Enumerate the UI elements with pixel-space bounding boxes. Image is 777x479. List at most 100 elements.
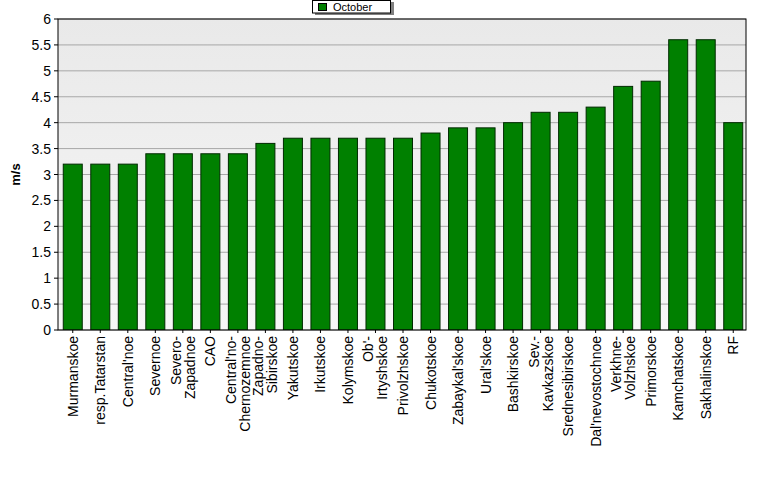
y-tick-label: 2	[43, 218, 51, 234]
legend-box	[313, 1, 391, 14]
x-tick-label: Privolzhskoe	[395, 336, 411, 416]
x-tick	[650, 330, 651, 333]
bar	[641, 81, 660, 330]
x-tick-label: Bashkirskoe	[505, 336, 521, 412]
y-tick	[54, 19, 58, 20]
y-tick-label: 1.5	[32, 244, 52, 260]
x-tick-label: CAO	[202, 336, 218, 366]
x-tick	[403, 330, 404, 333]
bar	[173, 154, 192, 330]
chart: 00.511.522.533.544.555.56Murmanskoeresp.…	[0, 0, 777, 479]
x-tick-label: Central'noe	[120, 336, 136, 407]
x-tick-label: Yakutskoe	[285, 336, 301, 401]
bars	[63, 40, 742, 330]
y-tick-label: 3.5	[32, 141, 52, 157]
y-tick	[54, 44, 58, 45]
x-tick	[458, 330, 459, 333]
bar	[531, 112, 550, 330]
y-tick	[54, 330, 58, 331]
x-tick-label: Verkhne-Volzhskoe	[608, 336, 638, 400]
bar	[118, 164, 137, 330]
x-tick-label: Zapadno-Sibirskoe	[250, 336, 280, 396]
plot-frame	[58, 19, 746, 330]
x-tick-label: Dal'nevostochnoe	[588, 336, 604, 447]
y-tick-label: 5.5	[32, 37, 52, 53]
x-tick	[733, 330, 734, 333]
x-tick	[623, 330, 624, 333]
x-tick	[568, 330, 569, 333]
x-tick	[292, 330, 293, 333]
x-tick-label: Chukotskoe	[423, 336, 439, 410]
x-tick	[678, 330, 679, 333]
x-tick	[72, 330, 73, 333]
y-tick	[54, 304, 58, 305]
y-tick-label: 3	[43, 167, 51, 183]
bar	[504, 123, 523, 330]
y-tick	[54, 226, 58, 227]
bar	[421, 133, 440, 330]
y-tick	[54, 200, 58, 201]
y-tick	[54, 96, 58, 97]
bar	[146, 154, 165, 330]
x-tick	[100, 330, 101, 333]
legend-swatch	[319, 4, 327, 11]
x-tick-label: RF	[725, 336, 741, 355]
x-tick	[705, 330, 706, 333]
x-tick-label: Irkutskoe	[312, 336, 328, 393]
x-tick-label: Zabaykal'skoe	[450, 336, 466, 425]
y-tick-label: 0.5	[32, 296, 52, 312]
x-tick-label: resp.Tatarstan	[92, 336, 108, 425]
y-tick-label: 1	[43, 270, 51, 286]
bar	[256, 143, 275, 330]
y-tick-label: 0	[43, 322, 51, 338]
y-tick	[54, 252, 58, 253]
grid-line	[58, 70, 746, 71]
bar	[91, 164, 110, 330]
bar	[338, 138, 357, 330]
y-axis-label: m/s	[8, 163, 23, 185]
y-tick	[54, 278, 58, 279]
bar	[696, 40, 715, 330]
x-tick	[540, 330, 541, 333]
bar	[449, 128, 468, 330]
x-tick	[375, 330, 376, 333]
bar	[394, 138, 413, 330]
bar	[669, 40, 688, 330]
x-tick-label: Central'no-Chernozemnoe	[223, 336, 253, 432]
x-tick	[513, 330, 514, 333]
grid-line	[58, 44, 746, 45]
legend: October	[313, 1, 395, 16]
x-tick-label: Kamchatskoe	[670, 336, 686, 421]
x-tick	[182, 330, 183, 333]
bar	[201, 154, 220, 330]
x-tick	[485, 330, 486, 333]
bar	[476, 128, 495, 330]
x-tick-label: Ob'-Irtyshskoe	[360, 336, 390, 400]
x-tick	[595, 330, 596, 333]
bar	[228, 154, 247, 330]
y-tick-label: 2.5	[32, 192, 52, 208]
plot-background	[58, 19, 746, 330]
x-tick	[210, 330, 211, 333]
y-tick-label: 6	[43, 11, 51, 27]
x-tick-label: Severo-Zapadnoe	[168, 336, 198, 399]
x-tick-label: Srednesibirskoe	[560, 336, 576, 437]
x-tick-label: Primorskoe	[643, 336, 659, 407]
y-tick-label: 4.5	[32, 89, 52, 105]
y-tick-label: 5	[43, 63, 51, 79]
y-tick	[54, 122, 58, 123]
x-tick-label: Ural'skoe	[478, 336, 494, 394]
bar	[559, 112, 578, 330]
legend-label: October	[333, 1, 372, 13]
x-tick	[347, 330, 348, 333]
bar	[63, 164, 82, 330]
x-tick-label: Sakhalinskoe	[698, 336, 714, 419]
bar	[283, 138, 302, 330]
y-tick	[54, 70, 58, 71]
x-tick	[237, 330, 238, 333]
x-tick	[320, 330, 321, 333]
bar	[311, 138, 330, 330]
x-tick-label: Sev.-Kavkazskoe	[526, 336, 556, 412]
x-tick	[127, 330, 128, 333]
x-tick-label: Murmanskoe	[65, 336, 81, 417]
